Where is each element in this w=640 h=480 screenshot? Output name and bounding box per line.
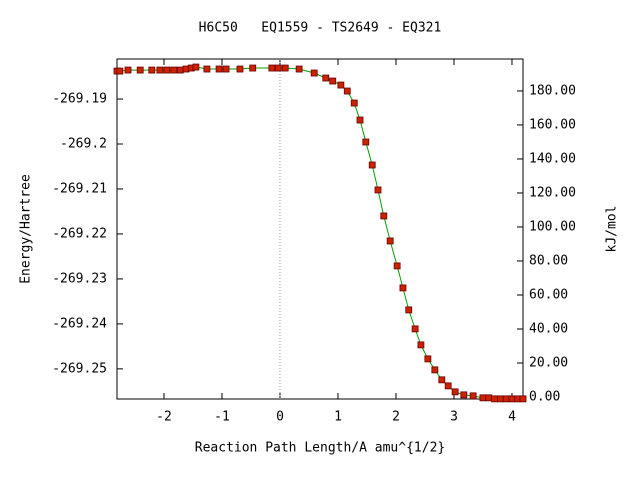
y2-tick-label: 180.00 <box>529 83 576 98</box>
point <box>124 66 132 74</box>
x-axis-label: Reaction Path Length/A amu^{1/2} <box>195 441 445 456</box>
point <box>405 306 413 314</box>
point <box>496 395 504 403</box>
point <box>438 376 446 384</box>
point <box>350 99 358 107</box>
y-axis-label: Energy/Hartree <box>19 174 34 284</box>
point <box>362 138 370 146</box>
point <box>136 66 144 74</box>
point <box>249 64 257 72</box>
point <box>163 66 171 74</box>
y-tick-label: -269.21 <box>52 181 107 196</box>
point <box>337 81 345 89</box>
point <box>368 161 376 169</box>
point <box>343 87 351 95</box>
y-tick-label: -269.23 <box>52 271 107 286</box>
x-tick-label: 1 <box>334 410 342 425</box>
y2-axis-label: kJ/mol <box>605 206 620 253</box>
x-tick-label: 0 <box>276 410 284 425</box>
point <box>424 355 432 363</box>
point <box>386 237 394 245</box>
x-tick-label: -2 <box>156 410 172 425</box>
y-tick-label: -269.24 <box>52 316 107 331</box>
y2-tick-label: 0.00 <box>529 389 560 404</box>
point <box>170 66 178 74</box>
point <box>268 64 276 72</box>
point <box>274 64 282 72</box>
chart-title: H6C50 EQ1559 - TS2649 - EQ321 <box>199 21 442 36</box>
point <box>356 116 364 124</box>
x-tick-label: 2 <box>392 410 400 425</box>
point <box>469 392 477 400</box>
point <box>411 325 419 333</box>
point <box>431 366 439 374</box>
point <box>281 64 289 72</box>
point <box>222 65 230 73</box>
point <box>374 186 382 194</box>
point <box>417 341 425 349</box>
point <box>451 388 459 396</box>
point <box>479 394 487 402</box>
point <box>148 66 156 74</box>
point <box>236 65 244 73</box>
point <box>491 395 498 403</box>
y2-tick-label: 60.00 <box>529 287 568 302</box>
y2-tick-label: 80.00 <box>529 253 568 268</box>
point <box>502 395 510 403</box>
point <box>203 65 211 73</box>
point <box>519 395 527 403</box>
point <box>176 66 184 74</box>
y2-tick-label: 120.00 <box>529 185 576 200</box>
y-tick-label: -269.22 <box>52 226 107 241</box>
point <box>380 212 388 220</box>
x-tick-label: 4 <box>508 410 516 425</box>
curve <box>117 66 523 400</box>
y-tick-label: -269.2 <box>60 137 107 152</box>
point <box>393 262 401 270</box>
point <box>156 66 164 74</box>
point <box>310 69 318 77</box>
point <box>329 77 337 85</box>
point <box>116 67 124 75</box>
y2-tick-label: 140.00 <box>529 151 576 166</box>
point <box>399 284 407 292</box>
y-tick-label: -269.25 <box>52 361 107 376</box>
point <box>485 394 493 402</box>
y2-tick-label: 160.00 <box>529 117 576 132</box>
point <box>295 65 303 73</box>
y2-tick-label: 20.00 <box>529 355 568 370</box>
y2-tick-label: 40.00 <box>529 321 568 336</box>
point <box>192 63 200 71</box>
point <box>444 382 452 390</box>
point <box>322 74 330 82</box>
plot-frame <box>116 58 524 400</box>
y2-tick-label: 100.00 <box>529 219 576 234</box>
x-tick-label: -1 <box>214 410 230 425</box>
point <box>508 395 516 403</box>
point <box>460 391 468 399</box>
y-tick-label: -269.19 <box>52 92 107 107</box>
point <box>215 65 223 73</box>
x-tick-label: 3 <box>450 410 458 425</box>
